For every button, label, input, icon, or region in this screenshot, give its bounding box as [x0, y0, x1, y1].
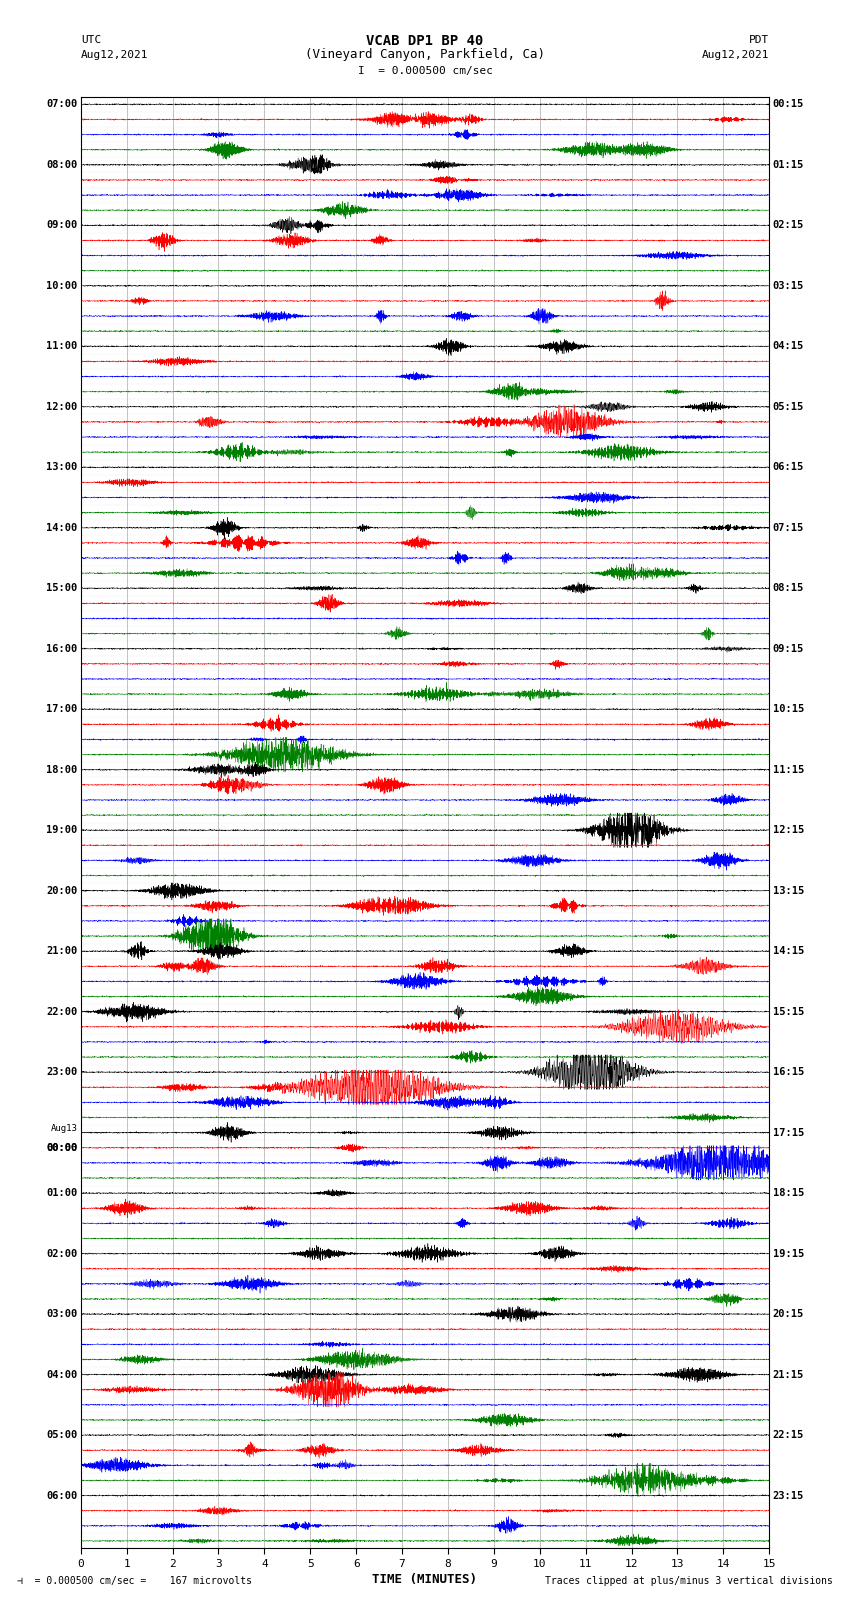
Text: 03:00: 03:00	[46, 1310, 77, 1319]
Text: 23:15: 23:15	[773, 1490, 804, 1500]
Text: Aug12,2021: Aug12,2021	[81, 50, 148, 60]
Text: 10:15: 10:15	[773, 705, 804, 715]
Text: 22:00: 22:00	[46, 1007, 77, 1016]
Text: 21:00: 21:00	[46, 947, 77, 957]
Text: 17:00: 17:00	[46, 705, 77, 715]
Text: Aug12,2021: Aug12,2021	[702, 50, 769, 60]
Text: 18:15: 18:15	[773, 1189, 804, 1198]
Text: 02:00: 02:00	[46, 1248, 77, 1258]
Text: 06:15: 06:15	[773, 463, 804, 473]
Text: 09:15: 09:15	[773, 644, 804, 653]
Text: 18:00: 18:00	[46, 765, 77, 774]
Text: 15:15: 15:15	[773, 1007, 804, 1016]
X-axis label: TIME (MINUTES): TIME (MINUTES)	[372, 1573, 478, 1586]
Text: 08:15: 08:15	[773, 584, 804, 594]
Text: 22:15: 22:15	[773, 1431, 804, 1440]
Text: 14:15: 14:15	[773, 947, 804, 957]
Text: 20:15: 20:15	[773, 1310, 804, 1319]
Text: ⊣  = 0.000500 cm/sec =    167 microvolts: ⊣ = 0.000500 cm/sec = 167 microvolts	[17, 1576, 252, 1586]
Text: 17:15: 17:15	[773, 1127, 804, 1137]
Text: 00:00: 00:00	[46, 1142, 77, 1153]
Text: 05:00: 05:00	[46, 1431, 77, 1440]
Text: Traces clipped at plus/minus 3 vertical divisions: Traces clipped at plus/minus 3 vertical …	[545, 1576, 833, 1586]
Text: 11:00: 11:00	[46, 342, 77, 352]
Text: 02:15: 02:15	[773, 221, 804, 231]
Text: 08:00: 08:00	[46, 160, 77, 169]
Text: I  = 0.000500 cm/sec: I = 0.000500 cm/sec	[358, 66, 492, 76]
Text: UTC: UTC	[81, 35, 101, 45]
Text: 15:00: 15:00	[46, 584, 77, 594]
Text: 13:15: 13:15	[773, 886, 804, 895]
Text: 14:00: 14:00	[46, 523, 77, 532]
Text: 20:00: 20:00	[46, 886, 77, 895]
Text: PDT: PDT	[749, 35, 769, 45]
Text: 00:00: 00:00	[46, 1142, 77, 1153]
Text: 21:15: 21:15	[773, 1369, 804, 1379]
Text: 04:15: 04:15	[773, 342, 804, 352]
Text: VCAB DP1 BP 40: VCAB DP1 BP 40	[366, 34, 484, 48]
Text: 23:00: 23:00	[46, 1068, 77, 1077]
Text: 16:15: 16:15	[773, 1068, 804, 1077]
Text: 09:00: 09:00	[46, 221, 77, 231]
Text: 10:00: 10:00	[46, 281, 77, 290]
Text: 03:15: 03:15	[773, 281, 804, 290]
Text: 01:15: 01:15	[773, 160, 804, 169]
Text: 04:00: 04:00	[46, 1369, 77, 1379]
Text: 19:00: 19:00	[46, 826, 77, 836]
Text: Aug13: Aug13	[50, 1124, 77, 1132]
Text: 06:00: 06:00	[46, 1490, 77, 1500]
Text: 12:15: 12:15	[773, 826, 804, 836]
Text: 12:00: 12:00	[46, 402, 77, 411]
Text: 05:15: 05:15	[773, 402, 804, 411]
Text: (Vineyard Canyon, Parkfield, Ca): (Vineyard Canyon, Parkfield, Ca)	[305, 48, 545, 61]
Text: 07:15: 07:15	[773, 523, 804, 532]
Text: 16:00: 16:00	[46, 644, 77, 653]
Text: 13:00: 13:00	[46, 463, 77, 473]
Text: 19:15: 19:15	[773, 1248, 804, 1258]
Text: 00:15: 00:15	[773, 100, 804, 110]
Text: 01:00: 01:00	[46, 1189, 77, 1198]
Text: 11:15: 11:15	[773, 765, 804, 774]
Text: 07:00: 07:00	[46, 100, 77, 110]
